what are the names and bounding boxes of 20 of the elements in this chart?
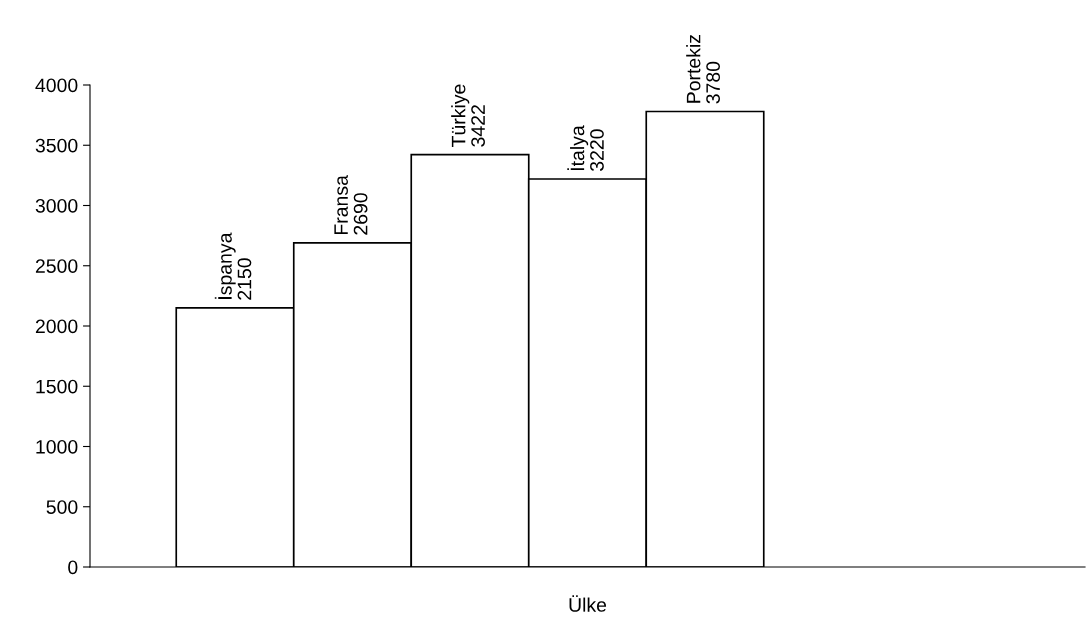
data-label: 2690	[353, 193, 368, 235]
x-axis-title: Ülke	[569, 595, 607, 612]
data-label: 3422	[471, 105, 485, 147]
y-tick-label: 500	[46, 500, 78, 514]
x-tick-label: İtalya	[567, 125, 589, 170]
x-tick-label: Türkiye	[451, 84, 470, 147]
y-tick-label: 3500	[35, 138, 78, 153]
data-label: 2150	[237, 258, 252, 300]
x-tick-label: Fransa	[334, 175, 348, 235]
y-tick-label: 1500	[36, 379, 78, 394]
x-tick-label: Portekiz	[686, 35, 701, 103]
y-tick-label: 4000	[35, 78, 78, 93]
y-tick-label: 0	[68, 560, 78, 575]
y-tick-label: 2500	[35, 259, 78, 273]
y-tick-label: 3000	[35, 198, 78, 213]
y-tick-label: 2000	[35, 319, 78, 334]
x-tick-label: İspanya	[214, 232, 236, 299]
y-tick-label: 1000	[36, 439, 78, 454]
data-label: 3780	[706, 61, 720, 104]
data-label: 3220	[590, 129, 604, 172]
